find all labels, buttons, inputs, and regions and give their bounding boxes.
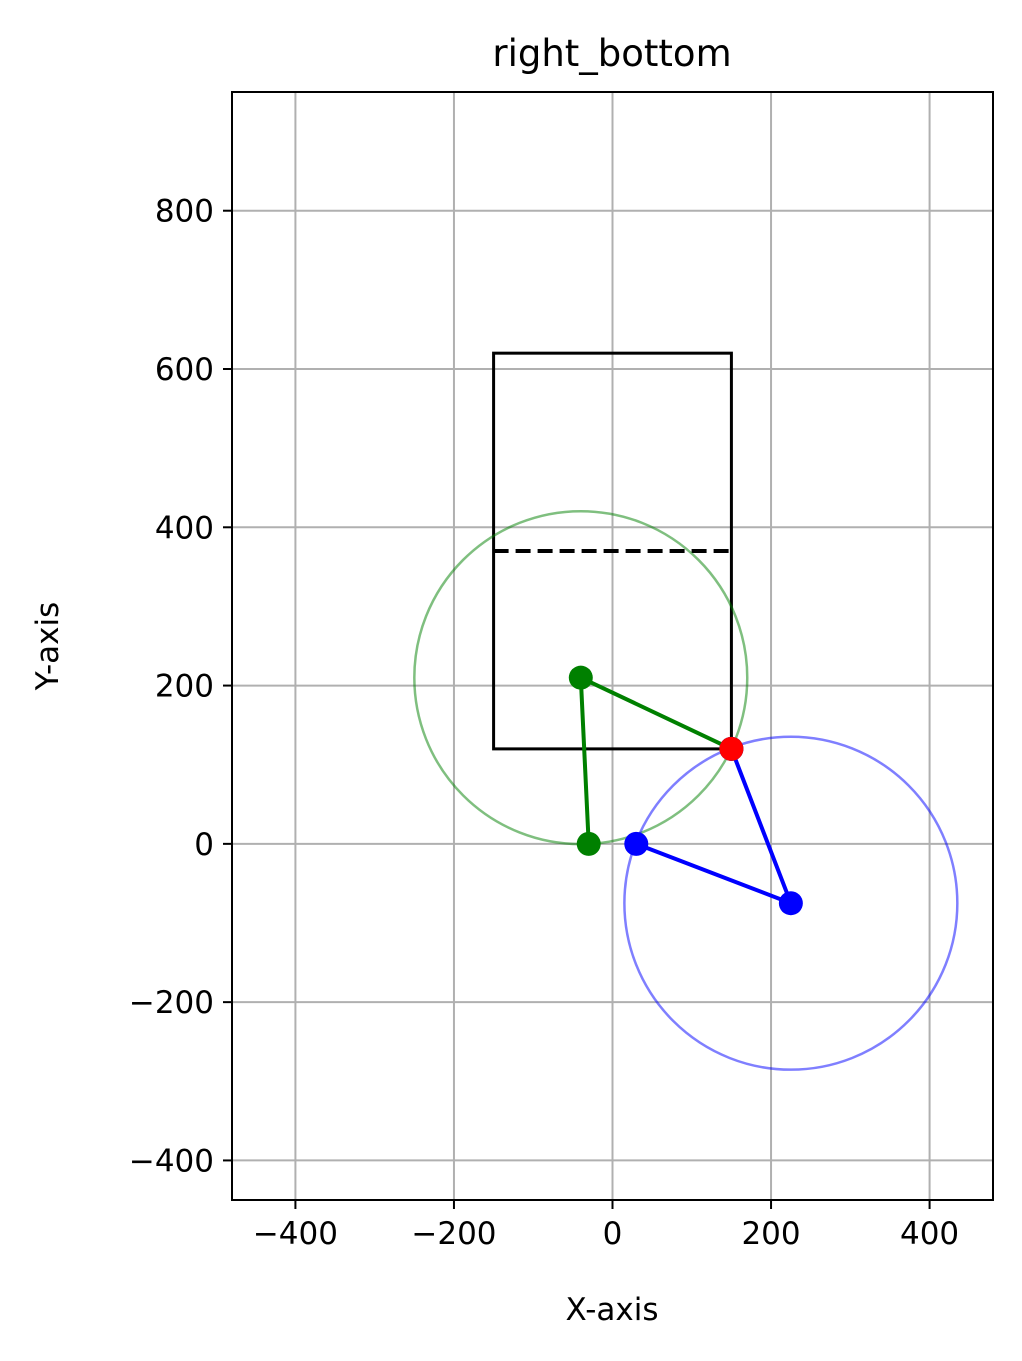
y-tick-label: −200	[129, 985, 214, 1021]
x-tick-label: 200	[741, 1216, 800, 1252]
y-tick-label: 200	[155, 669, 214, 705]
series-point	[576, 831, 601, 856]
grid	[232, 92, 993, 1200]
series-point	[624, 831, 649, 856]
series-point	[778, 891, 803, 916]
target-point	[719, 736, 744, 761]
series-point	[568, 665, 593, 690]
y-tick-label: 0	[194, 827, 214, 863]
x-tick-label: 400	[900, 1216, 959, 1252]
series	[568, 665, 803, 916]
y-tick-label: 600	[155, 352, 214, 388]
y-tick-label: −400	[129, 1143, 214, 1179]
x-tick-label: −400	[253, 1216, 338, 1252]
y-tick-label: 400	[155, 510, 214, 546]
x-tick-label: 0	[603, 1216, 623, 1252]
blue-reach-circle	[623, 735, 959, 1071]
ticks: −400 −200 0 200 400 −400 −200 0 200 400 600 800	[129, 194, 959, 1252]
x-axis-label: X-axis	[566, 1292, 659, 1328]
y-axis-label: Y-axis	[30, 602, 66, 692]
x-tick-label: −200	[411, 1216, 496, 1252]
y-tick-label: 800	[155, 194, 214, 230]
chart-title: right_bottom	[492, 32, 731, 75]
